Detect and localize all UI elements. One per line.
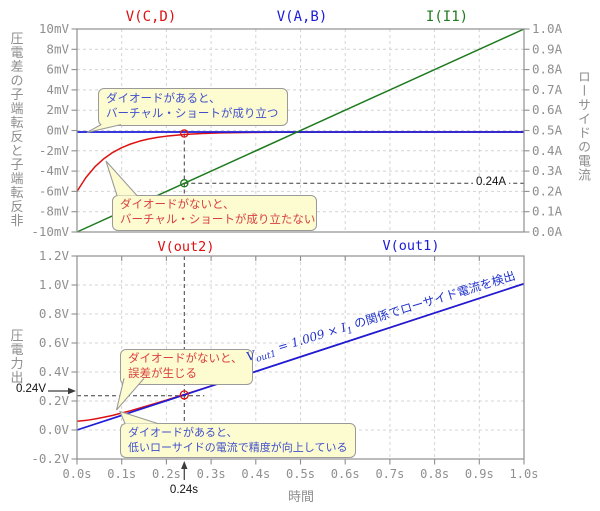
ytick-label-left: 0.4V xyxy=(39,364,70,379)
xtick-label: 1.0s xyxy=(510,467,539,481)
xtick-label: 0.3s xyxy=(197,467,226,481)
ytick-label-right: 0.9A xyxy=(532,41,563,56)
xtick-label: 0.2s xyxy=(152,467,181,481)
arrow-0p24V-head xyxy=(68,387,76,395)
ytick-label-left: 10mV xyxy=(39,21,70,36)
ytick-label-left: 0mV xyxy=(46,123,69,138)
trace-label-vab: V(A,B) xyxy=(276,9,328,25)
xtick-label: 0.7s xyxy=(375,467,404,481)
ytick-label-left: 0.8V xyxy=(39,306,70,321)
callout-line: 低いローサイドの電流で精度が向上している xyxy=(128,442,348,454)
ytick-label-left: 6mV xyxy=(46,62,69,77)
ytick-label-right: 0.2A xyxy=(532,183,563,198)
marker-circle-vcd xyxy=(180,129,189,138)
xtick-label: 0.5s xyxy=(286,467,315,481)
ytick-label-right: 0.3A xyxy=(532,163,563,178)
callout-virtual-short-fails: ダイオードがないと、 バーチャル・ショートが成り立たない xyxy=(112,195,317,231)
trace-label-vout2: V(out2) xyxy=(157,239,215,255)
current-marker-label: 0.24A xyxy=(473,176,510,188)
callout-line: バーチャル・ショートが成り立つ xyxy=(106,108,279,120)
ytick-label-right: 0.5A xyxy=(532,123,563,138)
x-axis-title: 時間 xyxy=(287,489,315,504)
ytick-label-left: -4mV xyxy=(39,163,70,178)
bottom-left-axis-title: 圧電力出 xyxy=(10,328,24,385)
callout-accuracy-improved: ダイオードがあると、 低いローサイドの電流で精度が向上している xyxy=(120,423,356,458)
ytick-label-left: 1.0V xyxy=(39,277,70,292)
ytick-label-right: 0.7A xyxy=(532,82,563,97)
trace-vout1 xyxy=(76,282,525,431)
xtick-label: 0.6s xyxy=(331,467,360,481)
callout-line: バーチャル・ショートが成り立たない xyxy=(120,214,316,226)
marker-circle-vout xyxy=(179,390,189,400)
ytick-label-left: -8mV xyxy=(39,204,70,219)
xtick-label: 0.0s xyxy=(63,467,92,481)
ytick-label-right: 0.8A xyxy=(532,62,563,77)
ytick-label-left: 4mV xyxy=(46,82,69,97)
callout-line: ダイオードがあると、 xyxy=(106,93,221,105)
top-right-axis-title: ローサイドの電流 xyxy=(576,70,591,182)
ytick-label-left: 0.0V xyxy=(39,422,70,437)
callout-line: ダイオードがあると、 xyxy=(128,427,238,439)
trace-label-vout1: V(out1) xyxy=(382,238,440,254)
marker-circle-ii1 xyxy=(180,179,189,188)
ytick-label-left: -2mV xyxy=(39,143,70,158)
xtick-label: 0.1s xyxy=(107,467,136,481)
ytick-label-right: 0.0A xyxy=(532,224,563,239)
callout-line: ダイオードがないと、 xyxy=(128,353,243,365)
trace-label-ii1: I(I1) xyxy=(425,9,469,25)
callout-error-occurs: ダイオードがないと、 誤差が生じる xyxy=(120,349,253,385)
top-left-axis-title: 圧電差の子端転反と子端転反非 xyxy=(10,31,24,228)
ytick-label-right: 0.4A xyxy=(532,143,563,158)
callout-virtual-short-holds: ダイオードがあると、 バーチャル・ショートが成り立つ xyxy=(98,88,288,126)
ytick-label-left: 0.6V xyxy=(39,335,70,350)
xtick-label: 0.9s xyxy=(465,467,494,481)
ytick-label-left: -0.2V xyxy=(31,451,69,466)
xtick-label: 0.4s xyxy=(241,467,270,481)
ytick-label-right: 0.1A xyxy=(532,204,563,219)
arrow-0p24s-head xyxy=(181,461,188,469)
callout-line: ダイオードがないと、 xyxy=(120,199,235,211)
ytick-label-left: -10mV xyxy=(31,224,69,239)
ytick-label-left: 2mV xyxy=(46,102,69,117)
trace-label-vcd: V(C,D) xyxy=(125,9,177,25)
callout-line: 誤差が生じる xyxy=(128,368,197,380)
ytick-label-left: -6mV xyxy=(39,183,70,198)
ytick-label-right: 1.0A xyxy=(532,21,563,36)
xtick-label: 0.8s xyxy=(420,467,449,481)
time-marker-label: 0.24s xyxy=(169,484,199,496)
ytick-label-left: 0.2V xyxy=(39,393,70,408)
ytick-label-right: 0.6A xyxy=(532,102,563,117)
voltage-marker-label: 0.24V xyxy=(15,383,46,395)
ytick-label-left: 1.2V xyxy=(39,248,70,263)
ytick-label-left: 8mV xyxy=(46,41,69,56)
